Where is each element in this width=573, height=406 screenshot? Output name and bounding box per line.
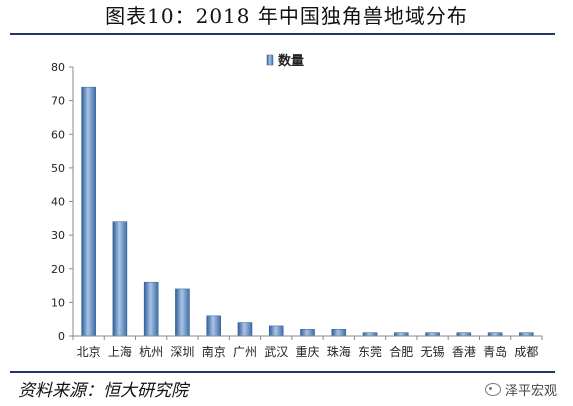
y-tick-label: 40 — [51, 196, 65, 209]
source-note: 资料来源：恒大研究院 — [18, 381, 188, 401]
y-tick-label: 0 — [58, 330, 65, 343]
x-tick-label: 珠海 — [327, 344, 351, 359]
bar-香港 — [456, 332, 472, 337]
y-tick-label: 20 — [51, 263, 65, 276]
title-divider — [10, 33, 555, 35]
x-tick-label: 无锡 — [421, 344, 445, 359]
wechat-icon — [484, 383, 501, 396]
x-tick-label: 香港 — [452, 345, 476, 359]
bar-南京 — [206, 315, 221, 337]
bar-重庆 — [300, 329, 315, 337]
x-tick-label: 重庆 — [295, 345, 319, 359]
x-tick-label: 合肥 — [389, 344, 413, 359]
watermark: 泽平宏观 — [484, 380, 557, 399]
y-tick-label: 70 — [51, 95, 65, 108]
x-tick-label: 成都 — [514, 345, 538, 359]
x-tick-label: 武汉 — [264, 345, 288, 359]
x-tick-label: 杭州 — [139, 344, 163, 359]
x-tick-label: 广州 — [233, 345, 257, 359]
x-tick-label: 上海 — [108, 344, 132, 359]
bar-北京 — [81, 86, 96, 337]
bar-深圳 — [175, 288, 190, 337]
watermark-text: 泽平宏观 — [504, 384, 557, 399]
bar-chart: 0 10 20 30 40 50 60 70 80 北京 上海 杭州 深圳 南京 广州 武汉 重庆 珠海 东莞 合肥… — [51, 53, 543, 359]
bar-上海 — [112, 221, 128, 337]
y-tick-label: 60 — [51, 128, 65, 141]
source-divider — [10, 371, 555, 373]
y-tick-label: 30 — [51, 229, 65, 242]
bar-chart-container: 0 10 20 30 40 50 60 70 80 北京 上海 杭州 深圳 南京 广州 武汉 重庆 珠海 东莞 合肥… — [20, 45, 552, 370]
bar-无锡 — [425, 332, 440, 337]
bar-成都 — [519, 332, 534, 337]
bar-珠海 — [331, 329, 347, 337]
bar-合肥 — [394, 332, 409, 337]
bar-武汉 — [268, 325, 284, 337]
page-title: 图表10：2018 年中国独角兽地域分布 — [105, 4, 468, 28]
x-tick-label: 青岛 — [483, 344, 507, 359]
legend-swatch — [266, 54, 274, 66]
y-tick-label: 10 — [51, 296, 65, 309]
x-tick-label: 深圳 — [170, 345, 194, 359]
legend-label: 数量 — [278, 53, 304, 69]
x-tick-label: 北京 — [77, 345, 101, 359]
bar-广州 — [237, 322, 253, 337]
bar-青岛 — [487, 332, 503, 337]
y-tick-label: 80 — [51, 61, 65, 74]
x-tick-label: 南京 — [202, 344, 226, 359]
bar-东莞 — [362, 332, 378, 337]
bar-杭州 — [143, 281, 159, 337]
x-tick-label: 东莞 — [358, 345, 382, 359]
y-tick-label: 50 — [51, 162, 65, 175]
